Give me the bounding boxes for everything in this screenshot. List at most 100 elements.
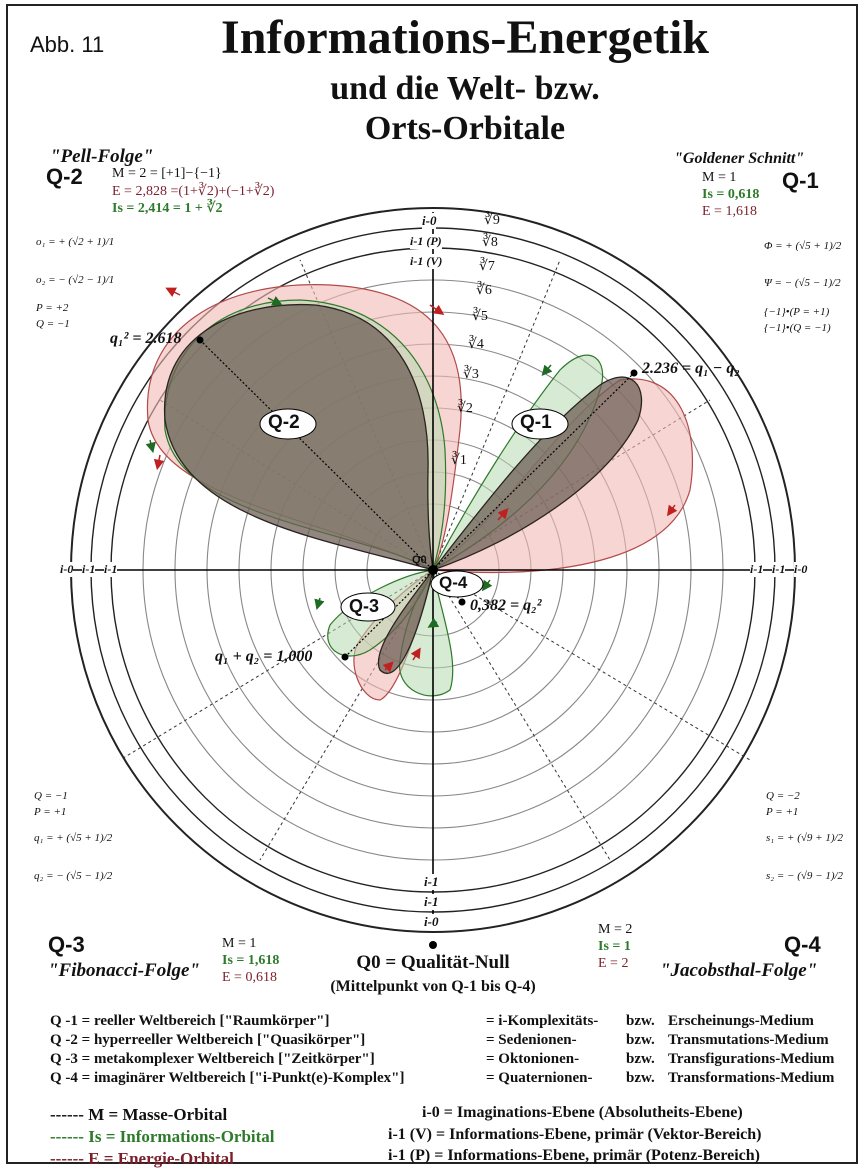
point-q1-plus-q2 bbox=[341, 653, 349, 661]
q4-formula-2: s₂ = − (√9 − 1)/2 bbox=[766, 870, 844, 882]
plane-i1p: i-1 (P) = Informations-Ebene, primär (Po… bbox=[388, 1147, 761, 1164]
q3-formula-2: q₂ = − (√5 − 1)/2 bbox=[34, 870, 113, 882]
page-subtitle-1: und die Welt- bzw. bbox=[330, 70, 600, 107]
q1-formula-q: {−1}•(Q = −1) bbox=[764, 322, 831, 334]
q1-formula-psi: Ψ = − (√5 − 1)/2 bbox=[764, 277, 841, 289]
root-7: ∛7 bbox=[479, 259, 495, 274]
q4-sequence-name: "Jacobsthal-Folge" bbox=[660, 960, 818, 981]
q2-formula-1: o₁ = + (√2 + 1)/1 bbox=[36, 236, 115, 248]
q3-mass: M = 1 bbox=[222, 936, 257, 951]
mass-orbitals bbox=[163, 303, 643, 674]
q4-q: Q = −2 bbox=[766, 790, 800, 802]
world-row-q4-bzw: bzw. bbox=[626, 1070, 655, 1086]
world-row-q3-right: Transfigurations-Medium bbox=[668, 1051, 835, 1067]
q2-mass: M = 2 = [+1]−{−1} bbox=[112, 166, 222, 181]
point-q1-minus-q2 bbox=[630, 369, 638, 377]
axis-left-i1-outer: i-1 bbox=[82, 562, 96, 577]
center-label-q0: Q0 bbox=[412, 554, 427, 566]
q2-p: P = +2 bbox=[36, 302, 69, 314]
legend-mass: ------ M = Masse-Orbital bbox=[50, 1105, 228, 1124]
world-row-q1-bzw: bzw. bbox=[626, 1013, 655, 1029]
legend-information: ------ Is = Informations-Orbital bbox=[50, 1127, 275, 1146]
q3-q: Q = −1 bbox=[34, 790, 68, 802]
figure-frame bbox=[6, 4, 858, 1164]
axis-left-i1-inner: i-1 bbox=[104, 562, 118, 577]
axis-top-i0: i-0 bbox=[422, 213, 437, 229]
q4-corner-label: Q-4 bbox=[784, 932, 821, 957]
q4-energy: E = 2 bbox=[598, 956, 629, 971]
root-4: ∛4 bbox=[468, 337, 484, 352]
q3-energy: E = 0,618 bbox=[222, 970, 277, 985]
world-row-q4-mid: = Quaternionen- bbox=[486, 1070, 593, 1086]
world-row-q3-bzw: bzw. bbox=[626, 1051, 655, 1067]
q1-formula-phi: Φ = + (√5 + 1)/2 bbox=[764, 240, 842, 252]
plane-i0: i-0 = Imaginations-Ebene (Absolutheits-E… bbox=[422, 1104, 743, 1121]
legend-energy: ------ E = Energie-Orbital bbox=[50, 1149, 234, 1168]
root-6: ∛6 bbox=[476, 283, 492, 298]
root-8: ∛8 bbox=[482, 235, 498, 250]
center-point bbox=[428, 565, 438, 575]
point-q2-squared bbox=[458, 598, 466, 606]
center-title: Q0 = Qualität-Null bbox=[356, 952, 510, 973]
q1-formula-p: {−1}•(P = +1) bbox=[764, 306, 830, 318]
orbital-label-q4: Q-4 bbox=[439, 573, 468, 592]
q2-sequence-name: "Pell-Folge" bbox=[50, 146, 154, 167]
page-title: Informations-Energetik bbox=[221, 11, 709, 64]
page-subtitle-2: Orts-Orbitale bbox=[364, 110, 566, 147]
world-row-q1-mid: = i-Komplexitäts- bbox=[486, 1013, 599, 1029]
figure-number: Abb. 11 bbox=[30, 32, 105, 57]
q2-q: Q = −1 bbox=[36, 318, 70, 330]
world-row-q2-left: Q -2 = hyperreeller Weltbereich ["Quasik… bbox=[50, 1032, 366, 1048]
q1-information: Is = 0,618 bbox=[702, 187, 760, 202]
axis-bottom-i1-inner: i-1 bbox=[424, 874, 439, 890]
q1-corner-label: Q-1 bbox=[782, 168, 819, 193]
q4-formula-1: s₁ = + (√9 + 1)/2 bbox=[766, 832, 844, 844]
axis-right-i1-outer: i-1 bbox=[772, 562, 786, 577]
axis-top-i1p: i-1 (P) bbox=[410, 234, 442, 249]
world-row-q2-right: Transmutations-Medium bbox=[668, 1032, 829, 1048]
center-subtitle: (Mittelpunkt von Q-1 bis Q-4) bbox=[330, 978, 536, 995]
q2-formula-2: o₂ = − (√2 − 1)/1 bbox=[36, 274, 115, 286]
axis-right-i1-inner: i-1 bbox=[750, 562, 764, 577]
q2-information: Is = 2,414 = 1 + ∛2 bbox=[112, 201, 223, 216]
orbit-arrows bbox=[145, 287, 678, 673]
q1-energy: E = 1,618 bbox=[702, 204, 757, 219]
bottom-center-dot bbox=[429, 941, 437, 949]
orbital-label-q3: Q-3 bbox=[349, 596, 380, 616]
world-row-q2-mid: = Sedenionen- bbox=[486, 1032, 577, 1048]
world-row-q1-left: Q -1 = reeller Weltbereich ["Raumkörper"… bbox=[50, 1013, 330, 1029]
axis-right-i0: i-0 bbox=[794, 562, 808, 577]
orbital-label-q2: Q-2 bbox=[268, 412, 300, 433]
plane-i1v: i-1 (V) = Informations-Ebene, primär (Ve… bbox=[388, 1126, 762, 1143]
world-row-q3-left: Q -3 = metakomplexer Weltbereich ["Zeitk… bbox=[50, 1051, 375, 1067]
q3-information: Is = 1,618 bbox=[222, 953, 280, 968]
point-label-q1-minus-q2: 2.236 = q₁ − q₂ bbox=[642, 360, 740, 377]
q1-sequence-name: "Goldener Schnitt" bbox=[674, 150, 805, 167]
point-label-q2-squared: 0,382 = q₂² bbox=[470, 597, 542, 614]
q4-mass: M = 2 bbox=[598, 922, 633, 937]
world-row-q2-bzw: bzw. bbox=[626, 1032, 655, 1048]
q3-corner-label: Q-3 bbox=[48, 932, 85, 957]
point-label-q1-plus-q2: q₁ + q₂ = 1,000 bbox=[215, 648, 313, 665]
point-label-q1-squared: q₁² = 2.618 bbox=[110, 330, 182, 347]
q3-sequence-name: "Fibonacci-Folge" bbox=[48, 960, 200, 981]
world-row-q3-mid: = Oktonionen- bbox=[486, 1051, 580, 1067]
root-1: ∛1 bbox=[451, 453, 467, 468]
q2-corner-label: Q-2 bbox=[46, 164, 83, 189]
q1-mass: M = 1 bbox=[702, 170, 737, 185]
world-row-q4-right: Transformations-Medium bbox=[668, 1070, 835, 1086]
root-2: ∛2 bbox=[457, 401, 473, 416]
root-3: ∛3 bbox=[463, 367, 479, 382]
q4-information: Is = 1 bbox=[598, 939, 631, 954]
world-row-q4-left: Q -4 = imaginärer Weltbereich ["i-Punkt(… bbox=[50, 1070, 405, 1086]
axis-left-i0: i-0 bbox=[60, 562, 74, 577]
q3-formula-1: q₁ = + (√5 + 1)/2 bbox=[34, 832, 113, 844]
world-row-q1-right: Erscheinungs-Medium bbox=[668, 1013, 814, 1029]
q3-p: P = +1 bbox=[34, 806, 67, 818]
root-9: ∛9 bbox=[484, 213, 500, 228]
axis-top-i1v: i-1 (V) bbox=[410, 254, 443, 269]
q2-energy: E = 2,828 =(1+∛2)+(−1+∛2) bbox=[112, 184, 275, 199]
axis-bottom-i1-outer: i-1 bbox=[424, 894, 439, 910]
axis-bottom-i0: i-0 bbox=[424, 914, 439, 930]
